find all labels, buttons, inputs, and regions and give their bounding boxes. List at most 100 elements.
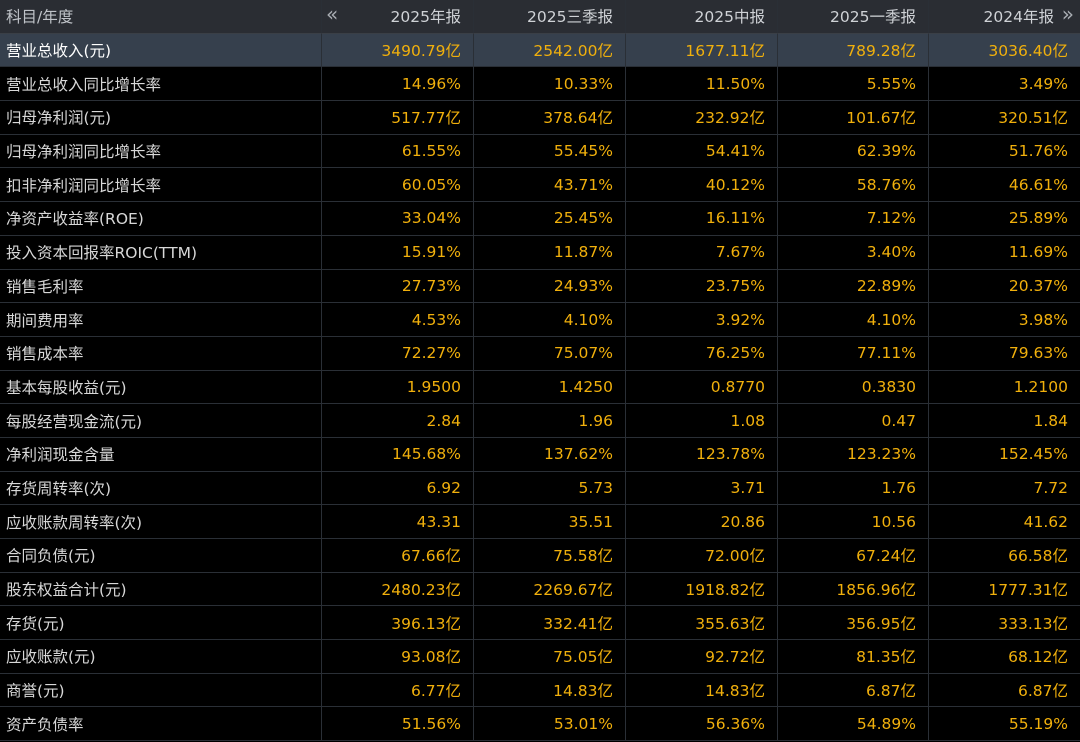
value-cell: 3036.40亿 <box>929 33 1080 68</box>
table-row[interactable]: 归母净利润(元) 517.77亿 378.64亿 232.92亿 101.67亿 320.… <box>0 101 1080 135</box>
value-cell: 10.33% <box>474 67 626 102</box>
prev-periods-icon[interactable]: « <box>326 2 339 26</box>
value-cell: 66.58亿 <box>929 539 1080 573</box>
value-cell: 67.24亿 <box>778 539 929 573</box>
row-label: 营业总收入(元) <box>0 33 322 68</box>
row-label: 应收账款(元) <box>0 640 322 674</box>
value-cell: 355.63亿 <box>626 606 778 641</box>
value-cell: 2542.00亿 <box>474 33 626 68</box>
header-period-1[interactable]: « 2025年报 <box>322 0 474 34</box>
table-row[interactable]: 存货(元) 396.13亿 332.41亿 355.63亿 356.95亿 333.13亿 <box>0 606 1080 641</box>
table-row[interactable]: 净利润现金含量 145.68% 137.62% 123.78% 123.23% 152.4… <box>0 437 1080 472</box>
value-cell: 11.69% <box>929 236 1080 270</box>
table-row[interactable]: 合同负债(元) 67.66亿 75.58亿 72.00亿 67.24亿 66.58亿 <box>0 539 1080 573</box>
value-cell: 76.25% <box>626 336 778 371</box>
row-label: 净资产收益率(ROE) <box>0 202 322 236</box>
value-cell: 16.11% <box>626 202 778 236</box>
table-row[interactable]: 基本每股收益(元) 1.9500 1.4250 0.8770 0.3830 1.2100 <box>0 370 1080 405</box>
value-cell: 43.71% <box>474 168 626 203</box>
value-cell: 101.67亿 <box>778 101 929 135</box>
header-period-5[interactable]: 2024年报 » <box>929 0 1080 34</box>
table-row[interactable]: 销售成本率 72.27% 75.07% 76.25% 77.11% 79.63% <box>0 336 1080 371</box>
value-cell: 54.89% <box>778 707 929 742</box>
value-cell: 14.83亿 <box>474 673 626 708</box>
table-row[interactable]: 股东权益合计(元) 2480.23亿 2269.67亿 1918.82亿 1856.96… <box>0 572 1080 607</box>
value-cell: 1777.31亿 <box>929 573 1080 607</box>
row-label: 销售成本率 <box>0 336 322 371</box>
table-row[interactable]: 营业总收入同比增长率 14.96% 10.33% 11.50% 5.55% 3.49% <box>0 67 1080 102</box>
value-cell: 54.41% <box>626 134 778 169</box>
value-cell: 2.84 <box>322 404 474 438</box>
row-label: 归母净利润同比增长率 <box>0 134 322 169</box>
table-row[interactable]: 扣非净利润同比增长率 60.05% 43.71% 40.12% 58.76% 46.61% <box>0 168 1080 203</box>
table-row[interactable]: 商誉(元) 6.77亿 14.83亿 14.83亿 6.87亿 6.87亿 <box>0 673 1080 708</box>
row-label: 扣非净利润同比增长率 <box>0 168 322 203</box>
value-cell: 20.86 <box>626 505 778 539</box>
value-cell: 27.73% <box>322 269 474 304</box>
table-row[interactable]: 营业总收入(元) 3490.79亿 2542.00亿 1677.11亿 789.28亿 3… <box>0 33 1080 68</box>
row-label: 期间费用率 <box>0 303 322 337</box>
value-cell: 81.35亿 <box>778 640 929 674</box>
header-period-4[interactable]: 2025一季报 <box>778 0 929 34</box>
next-periods-icon[interactable]: » <box>1061 2 1074 26</box>
table-row[interactable]: 存货周转率(次) 6.92 5.73 3.71 1.76 7.72 <box>0 471 1080 506</box>
header-first-col: 科目/年度 <box>0 0 322 34</box>
table-row[interactable]: 期间费用率 4.53% 4.10% 3.92% 4.10% 3.98% <box>0 303 1080 337</box>
value-cell: 0.3830 <box>778 370 929 405</box>
value-cell: 1.84 <box>929 404 1080 438</box>
value-cell: 10.56 <box>778 505 929 539</box>
table-row[interactable]: 销售毛利率 27.73% 24.93% 23.75% 22.89% 20.37% <box>0 269 1080 304</box>
value-cell: 62.39% <box>778 134 929 169</box>
value-cell: 25.89% <box>929 202 1080 236</box>
value-cell: 123.23% <box>778 437 929 472</box>
value-cell: 56.36% <box>626 707 778 742</box>
value-cell: 1856.96亿 <box>778 572 929 607</box>
value-cell: 789.28亿 <box>778 33 929 68</box>
value-cell: 11.50% <box>626 67 778 102</box>
value-cell: 77.11% <box>778 336 929 371</box>
value-cell: 72.00亿 <box>626 539 778 573</box>
value-cell: 75.58亿 <box>474 539 626 573</box>
value-cell: 232.92亿 <box>626 101 778 135</box>
header-period-3[interactable]: 2025中报 <box>626 0 778 34</box>
row-label: 股东权益合计(元) <box>0 572 322 607</box>
row-label: 营业总收入同比增长率 <box>0 67 322 102</box>
value-cell: 137.62% <box>474 437 626 472</box>
value-cell: 6.87亿 <box>778 673 929 708</box>
value-cell: 43.31 <box>322 505 474 539</box>
row-label: 归母净利润(元) <box>0 101 322 135</box>
value-cell: 46.61% <box>929 168 1080 203</box>
table-row[interactable]: 应收账款周转率(次) 43.31 35.51 20.86 10.56 41.62 <box>0 505 1080 539</box>
value-cell: 20.37% <box>929 270 1080 304</box>
value-cell: 55.45% <box>474 134 626 169</box>
value-cell: 4.10% <box>474 303 626 337</box>
value-cell: 51.56% <box>322 707 474 742</box>
table-row[interactable]: 应收账款(元) 93.08亿 75.05亿 92.72亿 81.35亿 68.12亿 <box>0 640 1080 674</box>
value-cell: 333.13亿 <box>929 606 1080 641</box>
table-row[interactable]: 净资产收益率(ROE) 33.04% 25.45% 16.11% 7.12% 25.89% <box>0 202 1080 236</box>
table-row[interactable]: 资产负债率 51.56% 53.01% 56.36% 54.89% 55.19% <box>0 707 1080 742</box>
value-cell: 11.87% <box>474 235 626 270</box>
value-cell: 1.2100 <box>929 371 1080 405</box>
row-label: 资产负债率 <box>0 707 322 742</box>
value-cell: 7.72 <box>929 472 1080 506</box>
value-cell: 14.96% <box>322 67 474 102</box>
row-label: 存货(元) <box>0 606 322 641</box>
header-period-2[interactable]: 2025三季报 <box>474 0 626 34</box>
value-cell: 75.05亿 <box>474 640 626 674</box>
value-cell: 152.45% <box>929 438 1080 472</box>
value-cell: 92.72亿 <box>626 640 778 674</box>
value-cell: 1.96 <box>474 404 626 438</box>
row-label: 合同负债(元) <box>0 539 322 573</box>
value-cell: 356.95亿 <box>778 606 929 641</box>
value-cell: 1677.11亿 <box>626 33 778 68</box>
value-cell: 1.76 <box>778 471 929 506</box>
table-row[interactable]: 投入资本回报率ROIC(TTM) 15.91% 11.87% 7.67% 3.40% 11… <box>0 235 1080 270</box>
table-row[interactable]: 每股经营现金流(元) 2.84 1.96 1.08 0.47 1.84 <box>0 404 1080 438</box>
value-cell: 53.01% <box>474 707 626 742</box>
value-cell: 75.07% <box>474 336 626 371</box>
value-cell: 6.77亿 <box>322 673 474 708</box>
table-row[interactable]: 归母净利润同比增长率 61.55% 55.45% 54.41% 62.39% 51.76% <box>0 134 1080 169</box>
value-cell: 2269.67亿 <box>474 572 626 607</box>
